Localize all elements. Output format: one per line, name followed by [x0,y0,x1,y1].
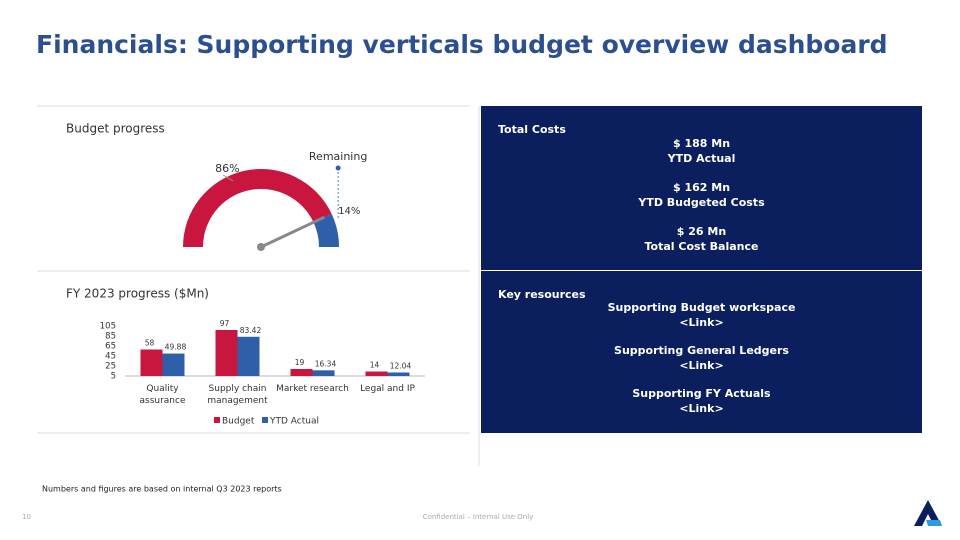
resource-link: <Link> [679,359,724,372]
data-label: 58 [145,339,155,348]
footnote: Numbers and figures are based on interna… [42,485,282,494]
bar [140,349,163,376]
data-label: 97 [220,319,230,328]
data-label: 83.42 [240,326,262,335]
cost-label: Total Cost Balance [644,240,759,253]
leader [222,174,234,182]
data-label: 19 [295,358,305,367]
data-label: 14 [370,361,380,370]
gauge-label: 14% [338,206,360,217]
panel-title: Total Costs [498,123,566,136]
chart-title: Budget progress [66,122,165,136]
y-tick-label: 25 [105,362,116,372]
y-tick-label: 85 [105,332,116,342]
panel-title: Key resources [498,288,586,301]
key-resources-panel: Key resources Supporting Budget workspac… [481,271,922,433]
bar [387,372,410,376]
gauge-segment [313,213,339,247]
slide-title: Financials: Supporting verticals budget … [36,30,888,59]
logo [914,500,942,526]
gauge-needle [260,215,325,249]
resource-link: <Link> [679,402,724,415]
resource-link: <Link> [679,316,724,329]
legend-swatch [262,417,268,423]
bar [312,370,335,376]
y-tick-label: 5 [111,372,116,382]
resource-name: Supporting General Ledgers [614,344,789,357]
x-tick-label: Supply chain management [207,384,268,406]
chart-title: FY 2023 progress ($Mn) [66,287,209,301]
resource-name: Supporting FY Actuals [632,387,771,400]
y-tick-label: 65 [105,342,116,352]
data-label: 12.04 [390,361,412,370]
data-label: 16.34 [315,359,337,368]
bar [215,330,238,376]
x-tick-label: Legal and IP [360,384,415,394]
total-costs-panel: Total Costs $ 188 Mn YTD Actual $ 162 Mn YT… [481,106,922,270]
legend-label: Budget [222,417,255,427]
cost-label: YTD Actual [667,152,736,165]
cost-value: $ 26 Mn [676,225,727,238]
confidential: Confidential – Internal Use Only [423,513,534,521]
legend-label: YTD Actual [269,417,319,427]
bar [365,371,388,376]
bar [237,336,260,376]
x-tick-label: Market research [276,384,349,394]
legend-swatch [214,417,220,423]
resource-name: Supporting Budget workspace [607,301,796,314]
gauge-label: 86% [215,162,239,175]
y-tick-label: 45 [105,352,116,362]
cost-label: YTD Budgeted Costs [638,196,765,209]
gauge-segment [183,169,332,247]
bar [162,353,185,376]
bar [290,369,313,376]
page-number: 10 [22,513,31,521]
gauge-category: Remaining [309,150,367,163]
y-tick-label: 105 [100,322,116,332]
cost-value: $ 188 Mn [672,137,731,150]
cost-value: $ 162 Mn [672,181,731,194]
x-tick-label: Quality assurance [139,384,186,406]
needle-hub [257,243,265,251]
data-label: 49.88 [165,343,187,352]
